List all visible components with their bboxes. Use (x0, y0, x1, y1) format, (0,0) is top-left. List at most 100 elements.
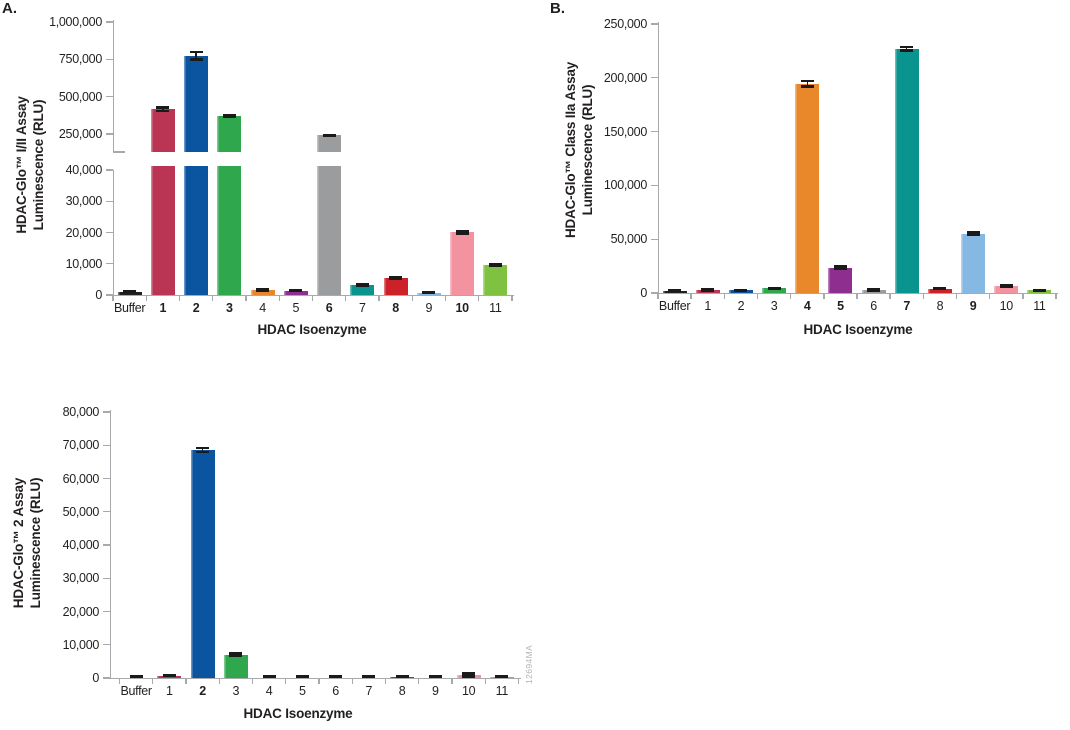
error-bar-cap (222, 113, 236, 117)
x-tick (988, 294, 991, 299)
panel-label-b: B. (550, 0, 565, 17)
x-tick (823, 294, 825, 299)
y-tick-label: 200,000 (603, 70, 647, 85)
error-bar-cap (256, 289, 270, 292)
error-bar-cap (455, 232, 469, 235)
x-tick (451, 679, 453, 684)
bar-5 (828, 267, 853, 293)
error-bar-cap (495, 676, 509, 679)
error-bar-cap (156, 106, 170, 109)
x-tick (484, 679, 486, 684)
error-bar-cap (322, 133, 336, 136)
y-tick-label: 500,000 (58, 89, 102, 104)
y-tick (103, 477, 110, 480)
x-tick (145, 296, 147, 301)
x-tick (657, 294, 659, 299)
y-tick-label: 60,000 (62, 471, 100, 486)
error-bar-cap (222, 115, 236, 118)
y-tick-label: 20,000 (62, 604, 100, 619)
y-tick-label: 30,000 (62, 571, 100, 586)
y-tick (106, 95, 113, 98)
y-tick (651, 238, 658, 240)
x-category-label-9: 9 (432, 684, 439, 698)
plot-area-a: 250,000 500,000 750,000 1,000,000 0 10,000 20,… (0, 0, 535, 365)
y-tick (106, 263, 113, 265)
error-bar-cap (389, 276, 403, 279)
y-tick-label: 250,000 (58, 127, 102, 141)
y-axis (110, 410, 112, 678)
bar-11 (483, 265, 508, 295)
x-tick (378, 296, 380, 301)
x-category-label-1: 1 (704, 299, 712, 313)
error-bar-cap (262, 674, 276, 678)
error-bar-cap (800, 85, 814, 88)
y-tick-label: 20,000 (65, 225, 103, 240)
y-tick (106, 21, 113, 23)
error-bar-cap (455, 229, 469, 233)
figure-number-watermark: 12694MA (524, 644, 534, 684)
x-category-label-10: 10 (455, 301, 469, 315)
error-bar-cap (999, 285, 1013, 289)
x-axis (658, 293, 1058, 295)
y-axis (658, 22, 660, 293)
chart-hdac-glo-i-ii: A. HDAC-Glo™ I/II Assay Luminescence (RL… (0, 0, 535, 365)
error-bar-cap (422, 291, 436, 294)
y-tick (651, 184, 658, 187)
y-tick (106, 169, 113, 171)
y-tick (651, 130, 658, 133)
x-category-label-9: 9 (425, 301, 433, 315)
error-bar-line (467, 673, 470, 677)
x-category-label-7: 7 (359, 301, 366, 315)
error-bar-cap (329, 676, 343, 680)
error-bar-cap (867, 289, 881, 292)
x-tick (922, 294, 925, 299)
y-tick-label: 150,000 (603, 124, 647, 139)
x-tick (517, 679, 520, 684)
x-tick (856, 294, 858, 299)
error-bar-line (906, 46, 908, 51)
error-bar-cap (395, 676, 409, 679)
y-tick-label: 30,000 (65, 194, 103, 209)
error-bar-cap (362, 674, 376, 678)
x-tick (1022, 294, 1024, 299)
bar-9 (961, 233, 986, 293)
error-bar-cap (900, 45, 914, 48)
error-bar-cap (295, 676, 309, 680)
x-category-label-buffer: Buffer (658, 299, 691, 313)
x-category-label-8: 8 (392, 301, 399, 315)
x-tick (789, 294, 792, 299)
x-category-label-2: 2 (737, 299, 745, 313)
x-category-label-9: 9 (969, 299, 977, 313)
x-category-label-5: 5 (299, 684, 306, 698)
error-bar-cap (162, 674, 176, 678)
y-tick-label: 50,000 (610, 232, 648, 247)
error-bar-cap (362, 676, 376, 679)
x-category-label-8: 8 (936, 299, 944, 313)
y-tick (103, 644, 110, 646)
error-bar-cap (428, 676, 442, 680)
y-tick-label: 0 (92, 671, 99, 685)
x-category-label-2: 2 (199, 684, 206, 698)
y-tick (106, 294, 113, 296)
error-bar-cap (488, 262, 502, 266)
y-tick-label: 10,000 (65, 256, 103, 271)
error-bar-cap (289, 289, 303, 293)
error-bar-cap (701, 289, 715, 292)
error-bar-line (839, 266, 842, 270)
x-category-label-3: 3 (770, 299, 778, 313)
bar-6 (317, 166, 342, 295)
x-tick (889, 294, 891, 299)
error-bar-cap (389, 278, 403, 281)
x-tick (511, 296, 513, 301)
x-category-label-3: 3 (226, 301, 233, 315)
x-tick (384, 679, 387, 684)
error-bar-cap (196, 450, 210, 454)
y-tick-label: 70,000 (62, 438, 100, 453)
x-category-label-4: 4 (803, 299, 811, 313)
error-bar-cap (462, 672, 476, 675)
y-tick (651, 292, 658, 294)
x-tick (152, 679, 154, 684)
error-bar-cap (156, 109, 170, 113)
error-bar-cap (767, 287, 781, 290)
